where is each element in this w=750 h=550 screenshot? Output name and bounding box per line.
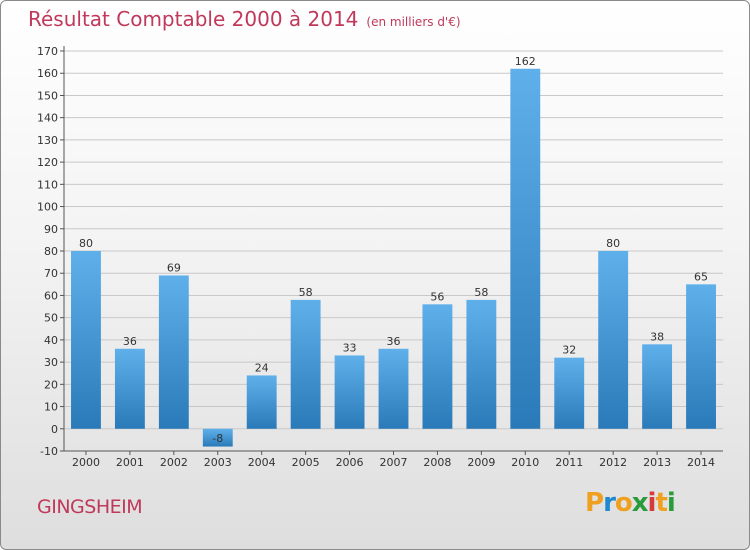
x-tick-label: 2005 — [292, 456, 320, 469]
x-tick-label: 2002 — [160, 456, 188, 469]
logo-letter: x — [631, 488, 649, 518]
x-tick-label: 2003 — [204, 456, 232, 469]
logo-letter: i — [647, 488, 657, 518]
x-tick-label: 2008 — [423, 456, 451, 469]
chart-subtitle: (en milliers d'€) — [366, 15, 461, 29]
data-labels: 80 36 69 -8 24 58 33 36 56 58 162 32 80 38 65 — [79, 55, 708, 445]
data-label: -8 — [212, 432, 223, 445]
bar-2010 — [510, 68, 541, 429]
bar-2014 — [686, 284, 716, 429]
logo-letter: o — [614, 488, 633, 518]
y-tick-label: 70 — [44, 267, 58, 280]
bar-2008 — [422, 304, 453, 429]
data-label: 162 — [515, 55, 536, 68]
x-tick-label: 2012 — [599, 456, 627, 469]
bar-2002 — [158, 275, 189, 429]
data-label: 80 — [79, 237, 93, 250]
bars — [71, 68, 716, 447]
logo-letter: P — [585, 488, 604, 518]
y-tick-label: 100 — [37, 201, 58, 214]
y-tick-label: 150 — [37, 89, 58, 102]
bar-2000 — [71, 251, 101, 429]
chart-title-text: Résultat Comptable 2000 à 2014 — [28, 7, 359, 31]
y-tick-label: 160 — [37, 67, 58, 80]
y-tick-label: 170 — [37, 45, 58, 58]
x-tick-label: 2004 — [248, 456, 276, 469]
x-tick-label: 2009 — [467, 456, 495, 469]
logo-letter: r — [603, 488, 616, 518]
x-tick-label: 2000 — [72, 456, 100, 469]
data-label: 65 — [694, 270, 708, 283]
y-tick-label: 30 — [44, 356, 58, 369]
y-tick-label: 20 — [44, 378, 58, 391]
bar-2012 — [598, 251, 629, 429]
data-label: 24 — [255, 361, 269, 374]
axes: -10 0 10 20 30 40 50 60 70 80 90 100 110 120 130 140 150… — [37, 45, 723, 469]
x-tick-label: 2013 — [643, 456, 671, 469]
bar-2011 — [554, 357, 585, 429]
data-label: 36 — [123, 335, 137, 348]
bar-2013 — [642, 344, 673, 429]
x-tick-label: 2007 — [380, 456, 408, 469]
data-label: 56 — [430, 290, 444, 303]
bar-2009 — [466, 299, 497, 429]
x-tick-label: 2011 — [555, 456, 583, 469]
y-tick-label: 110 — [37, 178, 58, 191]
bar-2007 — [378, 348, 409, 429]
y-tick-label: 140 — [37, 112, 58, 125]
x-tick-label: 2014 — [687, 456, 715, 469]
bar-2006 — [334, 355, 365, 429]
y-tick-label: 40 — [44, 334, 58, 347]
logo-letter: i — [666, 488, 676, 518]
commune-name: GINGSHEIM — [37, 496, 143, 518]
y-tick-label: 50 — [44, 312, 58, 325]
bar-2004 — [246, 375, 277, 429]
data-label: 32 — [562, 344, 576, 357]
proxiti-logo: Proxiti — [585, 488, 676, 518]
data-label: 33 — [343, 341, 357, 354]
x-tick-label: 2006 — [336, 456, 364, 469]
bar-2005 — [290, 299, 321, 429]
data-label: 58 — [474, 286, 488, 299]
y-tick-label: 10 — [44, 401, 58, 414]
chart-title: Résultat Comptable 2000 à 2014 (en millie… — [28, 7, 461, 31]
data-label: 80 — [606, 237, 620, 250]
y-tick-label: -10 — [40, 445, 58, 458]
x-tick-label: 2010 — [511, 456, 539, 469]
y-tick-label: 90 — [44, 223, 58, 236]
data-label: 38 — [650, 330, 664, 343]
bar-2003 — [202, 428, 233, 447]
x-tick-label: 2001 — [116, 456, 144, 469]
y-tick-label: 80 — [44, 245, 58, 258]
bar-2001 — [114, 348, 145, 429]
y-tick-label: 130 — [37, 134, 58, 147]
y-tick-label: 0 — [51, 423, 58, 436]
data-label: 58 — [299, 286, 313, 299]
logo-letter: t — [655, 488, 667, 518]
y-tick-label: 120 — [37, 156, 58, 169]
data-label: 36 — [387, 335, 401, 348]
data-label: 69 — [167, 261, 181, 274]
y-tick-label: 60 — [44, 289, 58, 302]
